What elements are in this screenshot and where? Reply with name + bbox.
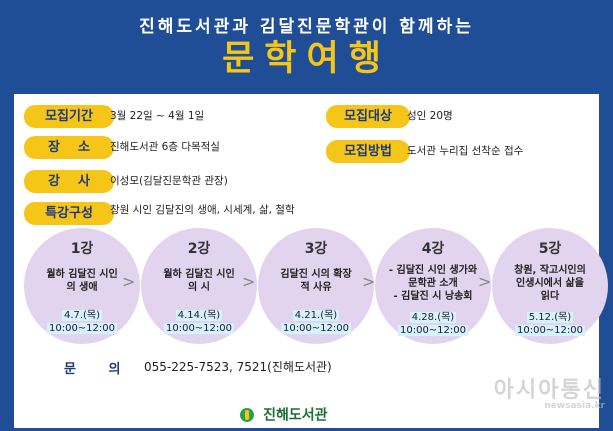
library-logo: 진해도서관 <box>240 404 328 424</box>
lecture-time: 10:00~12:00 <box>46 323 117 334</box>
topic-line: - 김달진 시 낭송회 <box>393 291 473 302</box>
label-recruit-target: 모집대상 <box>326 105 410 128</box>
top-subtitle: 진해도서관과 김달진문학관이 함께하는 <box>139 17 474 37</box>
content-panel: 모집기간 3월 22일 ~ 4월 1일 모집대상 성인 20명 장 소 진해도서… <box>14 94 608 428</box>
lecture-circle-3: 3강 김달진 시의 확장적 사유 4.21.(목) 10:00~12:00 <box>258 228 374 344</box>
contact-value: 055-225-7523, 7521(진해도서관) <box>144 360 332 374</box>
library-logo-text: 진해도서관 <box>263 407 328 424</box>
value-recruit-method: 도서관 누리집 선착순 접수 <box>407 145 524 157</box>
lecture-topic: - 김달진 시인 생가와 문학관 소개 - 김달진 시 낭송회 <box>381 264 485 303</box>
lecture-date: 5.12.(목) <box>526 312 574 323</box>
label-recruit-method: 모집방법 <box>326 140 410 163</box>
lecture-date: 4.7.(목) <box>61 310 103 321</box>
lecture-number: 1강 <box>70 241 94 257</box>
lecture-circle-4: 4강 - 김달진 시인 생가와 문학관 소개 - 김달진 시 낭송회 4.28.… <box>375 228 491 344</box>
lecture-topic: 월하 김달진 시인의 시 <box>163 269 235 293</box>
lecture-time: 10:00~12:00 <box>397 325 468 336</box>
main-title: 문학여행 <box>222 39 391 79</box>
lecture-number: 5강 <box>538 241 562 257</box>
label-recruit-period: 모집기간 <box>24 105 114 128</box>
lecture-date: 4.28.(목) <box>409 312 457 323</box>
value-lecturer: 이성모(김달진문학관 관장) <box>110 175 228 187</box>
watermark-main: 아시아통신 <box>493 378 605 403</box>
label-location: 장 소 <box>24 136 114 159</box>
label-lecturer: 강 사 <box>24 170 114 193</box>
lecture-circle-2: 2강 월하 김달진 시인의 시 4.14.(목) 10:00~12:00 <box>141 228 257 344</box>
lecture-time: 10:00~12:00 <box>280 323 351 334</box>
value-lecture-composition: 창원 시인 김달진의 생애, 시세계, 삶, 철학 <box>110 204 295 216</box>
lecture-time: 10:00~12:00 <box>514 325 585 336</box>
lecture-topic: 창원, 작고시인의 인생시에서 삶을 읽다 <box>498 264 602 303</box>
lecture-circle-1: 1강 월하 김달진 시인의 생애 4.7.(목) 10:00~12:00 <box>24 228 140 344</box>
arrow-1: > <box>122 272 136 291</box>
contact-label: 문 의 <box>64 362 135 377</box>
lecture-topic: 월하 김달진 시인의 생애 <box>46 269 118 293</box>
topic-line: 창원, 작고시인의 <box>514 265 586 276</box>
arrow-2: > <box>242 272 256 291</box>
value-location: 진해도서관 6층 다목적실 <box>110 141 220 153</box>
value-recruit-target: 성인 20명 <box>407 110 453 122</box>
arrow-3: > <box>362 272 376 291</box>
lecture-circle-5: 5강 창원, 작고시인의 인생시에서 삶을 읽다 5.12.(목) 10:00~… <box>492 228 608 344</box>
topic-line: 인생시에서 삶을 <box>516 278 584 289</box>
lecture-number: 2강 <box>187 241 211 257</box>
lecture-number: 3강 <box>304 241 328 257</box>
lecture-number: 4강 <box>421 241 445 257</box>
lecture-topic: 김달진 시의 확장적 사유 <box>280 269 352 293</box>
topic-line: 문학관 소개 <box>408 278 458 289</box>
arrow-4: > <box>478 272 492 291</box>
label-lecture-composition: 특강구성 <box>24 202 114 225</box>
value-recruit-period: 3월 22일 ~ 4월 1일 <box>110 110 205 122</box>
watermark: 아시아통신 newsasia.kr <box>494 372 605 411</box>
lecture-time: 10:00~12:00 <box>163 323 234 334</box>
lecture-date: 4.21.(목) <box>292 310 340 321</box>
topic-line: - 김달진 시인 생가와 <box>388 265 478 276</box>
library-logo-icon <box>240 407 254 422</box>
topic-line: 읽다 <box>540 291 560 302</box>
watermark-sub: newsasia.kr <box>544 401 605 411</box>
lecture-date: 4.14.(목) <box>175 310 223 321</box>
